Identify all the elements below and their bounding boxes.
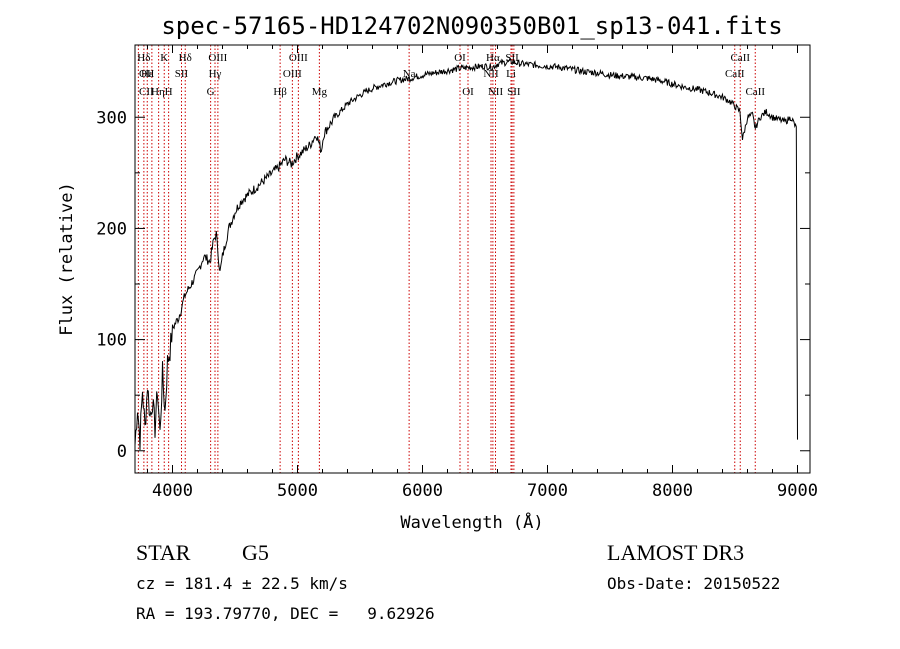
spectral-line-label: CaII [725, 68, 745, 80]
radec-label: RA = 193.79770, DEC = 9.62926 [136, 604, 435, 623]
spectral-line-label: Li [506, 68, 516, 80]
chart-title: spec-57165-HD124702N090350B01_sp13-041.f… [161, 12, 782, 40]
y-tick-label: 300 [96, 108, 127, 128]
spectral-line-label: OI [462, 86, 474, 98]
x-tick-label: 9000 [777, 481, 818, 501]
spectral-line-label: NII [488, 86, 504, 98]
y-axis-label: Flux (relative) [57, 182, 77, 336]
subclass-label: G5 [242, 540, 269, 565]
spectrum-series-line [134, 57, 798, 451]
x-tick-label: 4000 [152, 481, 193, 501]
spectral-line-label: Hβ [273, 86, 287, 98]
x-tick-label: 7000 [527, 481, 568, 501]
spectral-line-label: CaII [745, 86, 765, 98]
spectral-line-label: OIII [208, 52, 227, 64]
redshift-label: cz = 181.4 ± 22.5 km/s [136, 574, 348, 593]
spectral-line-label: Hγ [209, 68, 222, 80]
spectral-line-label: Hε [141, 68, 154, 80]
spectral-line-label: SII [175, 68, 189, 80]
y-tick-label: 100 [96, 331, 127, 351]
spectral-line-label: OI [454, 52, 466, 64]
x-tick-label: 8000 [652, 481, 693, 501]
spectral-line-label: SII [507, 86, 521, 98]
spectral-line-label: OII [139, 68, 155, 80]
spectral-line-label: OIII [283, 68, 302, 80]
survey-label: LAMOST DR3 [607, 540, 744, 565]
spectral-line-label: H [165, 86, 173, 98]
spectral-line-markers [137, 45, 756, 473]
spectral-line-label: Hδ [137, 52, 150, 64]
spectral-line-label: Mg [312, 86, 328, 98]
spectral-line-label: Hδ [179, 52, 192, 64]
y-tick-label: 0 [117, 442, 127, 462]
spectral-line-label: Hα [486, 52, 500, 64]
y-tick-label: 200 [96, 219, 127, 239]
spectral-line-label: G [207, 86, 215, 98]
y-axis-ticks: 0 100 200 300 [96, 108, 810, 462]
plot-frame [134, 44, 811, 474]
spectral-line-label: Hη [151, 86, 165, 98]
x-axis-label: Wavelength (Å) [400, 511, 543, 533]
spectral-line-label: CII [139, 86, 154, 98]
obs-date-label: Obs-Date: 20150522 [607, 574, 780, 593]
x-axis-ticks: 4000 5000 6000 7000 8000 9000 [147, 45, 818, 501]
spectral-line-label: CaII [730, 52, 750, 64]
x-tick-label: 5000 [277, 481, 318, 501]
x-tick-label: 6000 [402, 481, 443, 501]
class-label: STAR [136, 540, 191, 565]
spectral-line-label: OIII [289, 52, 308, 64]
spectral-line-label: NII [483, 68, 499, 80]
spectral-line-label: K [160, 52, 168, 64]
